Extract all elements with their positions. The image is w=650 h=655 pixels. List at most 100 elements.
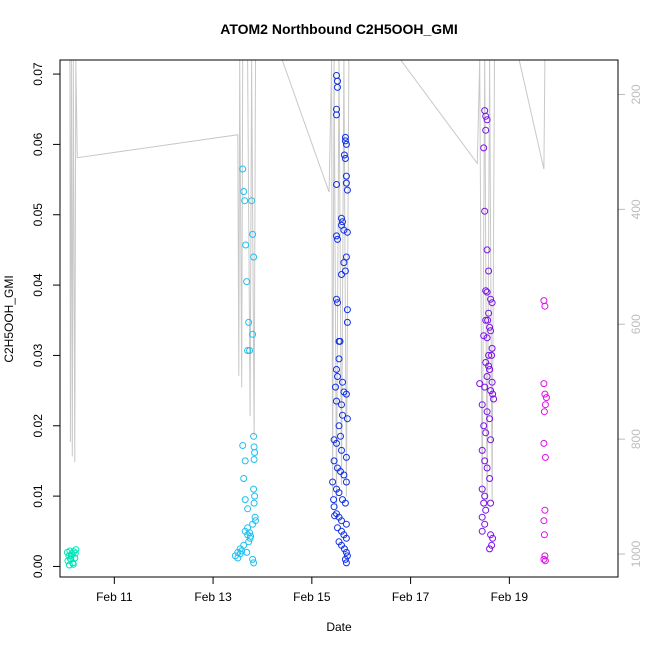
data-point xyxy=(249,520,257,528)
data-point xyxy=(482,112,490,120)
data-point xyxy=(478,401,486,409)
data-point xyxy=(241,457,249,465)
data-point xyxy=(342,140,350,148)
data-point xyxy=(334,235,341,243)
data-point xyxy=(480,144,488,152)
data-point xyxy=(483,373,491,380)
plot-frame xyxy=(59,59,619,578)
data-point xyxy=(540,408,548,416)
y-tick-label: 0.06 xyxy=(31,132,45,156)
data-point xyxy=(250,253,258,261)
data-point xyxy=(250,432,258,440)
data-point xyxy=(486,415,494,423)
data-point xyxy=(487,327,495,335)
series-3 xyxy=(329,72,351,567)
data-point xyxy=(483,408,491,416)
data-point xyxy=(239,165,247,173)
right-tick-label: 1000 xyxy=(629,540,643,567)
data-point xyxy=(236,545,244,553)
data-point xyxy=(343,318,351,326)
data-point xyxy=(333,397,340,405)
data-point xyxy=(486,545,494,553)
data-point xyxy=(481,383,489,391)
data-point xyxy=(342,179,350,187)
data-point xyxy=(483,288,491,296)
data-point xyxy=(484,316,492,324)
series-4 xyxy=(476,107,498,553)
data-point xyxy=(243,548,251,556)
data-point xyxy=(338,446,345,454)
y-tick-label: 0.05 xyxy=(31,203,45,227)
data-point xyxy=(476,380,484,388)
data-point xyxy=(343,228,351,236)
y-tick-label: 0.02 xyxy=(31,414,45,438)
data-point xyxy=(338,527,345,535)
data-point xyxy=(340,471,348,479)
data-point xyxy=(330,496,338,504)
data-point xyxy=(241,496,249,504)
data-point xyxy=(541,552,549,560)
y-tick-label: 0.04 xyxy=(31,273,45,297)
data-point xyxy=(541,401,549,409)
data-point xyxy=(340,151,348,159)
data-point xyxy=(330,503,338,511)
data-point xyxy=(249,330,257,338)
data-point xyxy=(540,380,548,388)
data-point xyxy=(338,271,345,278)
data-point xyxy=(336,337,344,345)
data-point xyxy=(342,520,350,528)
data-point xyxy=(541,302,549,310)
data-point xyxy=(489,390,497,398)
data-point xyxy=(540,555,548,563)
data-point xyxy=(329,478,337,486)
data-point xyxy=(342,548,350,556)
data-point xyxy=(343,415,351,423)
data-point xyxy=(338,214,345,222)
data-point xyxy=(339,218,346,226)
data-point xyxy=(340,259,348,267)
data-point xyxy=(486,475,494,482)
y-axis-label: C2H5OOH_GMI xyxy=(2,275,16,362)
data-point xyxy=(478,485,486,493)
data-point xyxy=(488,541,496,549)
data-point xyxy=(483,116,491,124)
data-point xyxy=(342,534,350,542)
series-1 xyxy=(63,546,80,569)
data-point xyxy=(342,253,350,261)
data-point xyxy=(246,347,254,354)
data-point xyxy=(247,532,255,540)
data-point xyxy=(250,456,258,463)
data-point xyxy=(243,278,251,286)
data-point xyxy=(250,485,258,493)
data-point xyxy=(332,383,339,391)
data-point xyxy=(488,344,496,352)
data-point xyxy=(66,555,74,563)
data-point xyxy=(339,378,346,386)
data-point xyxy=(488,351,496,359)
data-point xyxy=(486,366,494,373)
data-point xyxy=(482,316,490,324)
data-point xyxy=(478,513,486,521)
data-point xyxy=(481,207,489,215)
data-point xyxy=(342,453,350,461)
data-point xyxy=(487,295,495,303)
data-point xyxy=(343,306,351,314)
data-point xyxy=(485,309,493,317)
data-point xyxy=(241,197,249,205)
right-tick-label: 800 xyxy=(629,429,643,449)
data-point xyxy=(487,436,495,444)
data-point xyxy=(334,299,341,307)
data-point xyxy=(334,83,341,91)
data-point xyxy=(339,411,346,419)
x-tick-label: Feb 17 xyxy=(392,590,430,604)
data-point xyxy=(483,464,491,472)
data-point xyxy=(240,188,248,195)
data-point xyxy=(540,517,548,525)
data-point xyxy=(485,351,493,359)
data-point xyxy=(333,181,340,188)
data-point xyxy=(343,552,351,560)
data-point xyxy=(341,155,349,162)
data-point xyxy=(67,551,75,559)
data-point xyxy=(483,334,491,342)
